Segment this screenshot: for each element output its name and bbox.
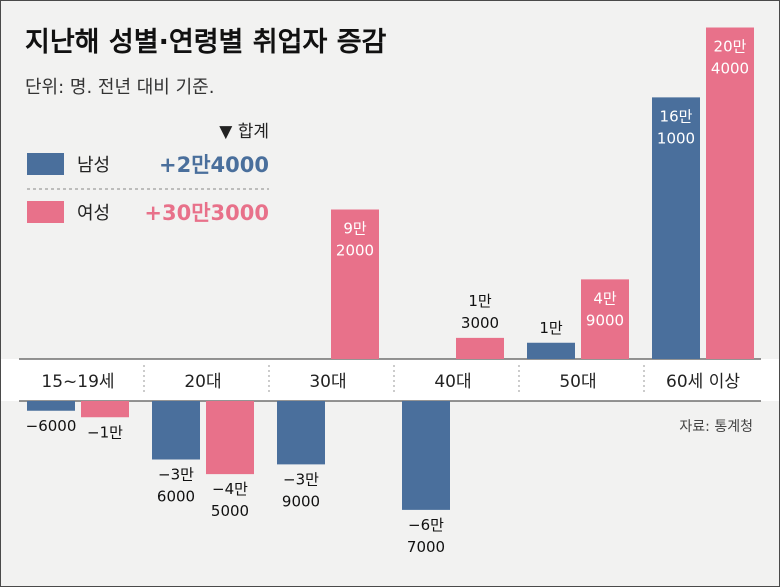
bar-label-male: 7000 [407, 538, 445, 556]
legend-total-male: +2만4000 [159, 153, 269, 177]
chart-title: 지난해 성별·연령별 취업자 증감 [25, 27, 387, 58]
bar-label-female: 4만 [593, 289, 617, 307]
bar-label-female: −4만 [212, 480, 248, 498]
bar-male [527, 342, 575, 359]
unit-note: 단위: 명. 전년 대비 기준. [25, 77, 214, 98]
bar-male [27, 401, 75, 411]
category-band [1, 359, 779, 401]
bar-female [706, 27, 754, 359]
bar-female [581, 279, 629, 359]
bar-female [81, 401, 129, 418]
bar-label-female: 20만 [714, 38, 747, 56]
legend-label-female: 여성 [77, 203, 110, 224]
bar-label-female: 4000 [711, 60, 749, 78]
bar-label-female: 5000 [211, 502, 249, 520]
bar-female [331, 209, 379, 359]
bar-label-female: 1만 [468, 292, 492, 310]
bar-label-female: 9000 [586, 311, 624, 329]
legend-total-female: +30만3000 [144, 201, 269, 225]
bar-label-male: 1만 [539, 319, 563, 337]
bar-male [152, 401, 200, 460]
category-label: 15~19세 [41, 372, 114, 392]
category-labels: 15~19세 20대 30대 40대 50대 60세 이상 [41, 372, 740, 392]
category-dividers [143, 365, 645, 395]
legend-swatch-male [27, 153, 64, 175]
bar-label-male: 16만 [660, 107, 693, 125]
bar-male [402, 401, 450, 510]
category-label: 60세 이상 [666, 372, 740, 392]
bar-label-female: 3000 [461, 314, 499, 332]
bar-label-female: −1만 [87, 423, 123, 441]
bar-labels: −6000 −3만 6000 −3만 9000 −6만 7000 1만 16만 1000 −1만 −4… [26, 38, 749, 556]
category-label: 20대 [184, 372, 221, 392]
bar-label-male: 1000 [657, 129, 695, 147]
bar-label-female: 9만 [343, 220, 367, 238]
category-label: 50대 [559, 372, 596, 392]
bar-label-male: −3만 [158, 466, 194, 484]
bars [27, 27, 754, 510]
legend-label-male: 남성 [77, 155, 110, 176]
bar-female [206, 401, 254, 475]
source-note: 자료: 통계청 [679, 419, 753, 435]
bar-label-male: 9000 [282, 492, 320, 510]
category-label: 40대 [434, 372, 471, 392]
legend-total-header: ▼ 합계 [219, 122, 269, 142]
bar-male [652, 97, 700, 359]
bar-female [456, 337, 504, 359]
bar-label-male: −3만 [283, 470, 319, 488]
bar-label-male: −6만 [408, 516, 444, 534]
legend-swatch-female [27, 201, 64, 223]
bar-label-female: 2000 [336, 242, 374, 260]
bar-label-male: −6000 [26, 417, 77, 435]
category-label: 30대 [309, 372, 346, 392]
bar-male [277, 401, 325, 465]
bar-label-male: 6000 [157, 488, 195, 506]
